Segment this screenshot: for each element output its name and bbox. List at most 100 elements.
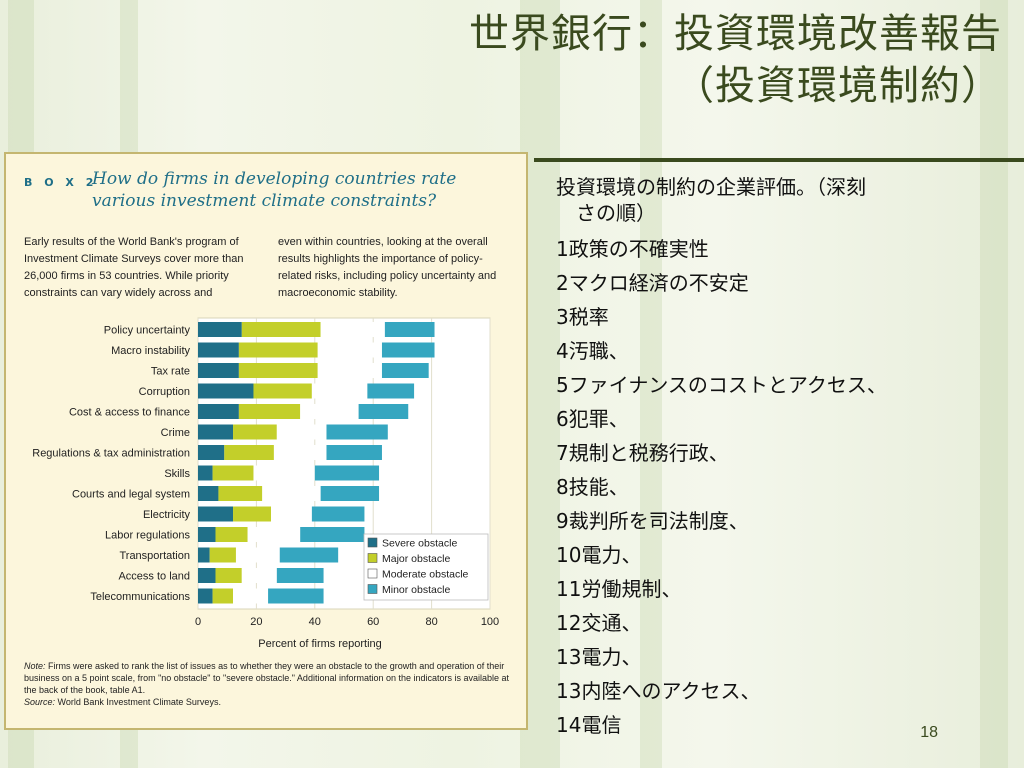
category-label: Transportation [119, 550, 190, 562]
bullet-item: 1政策の不確実性 [556, 237, 709, 261]
legend-swatch [367, 537, 378, 548]
bar-segment [381, 342, 435, 358]
bullet-item: 8技能、 [556, 475, 629, 499]
box-title: How do firms in developing countries rat… [92, 169, 457, 211]
bar-segment [198, 588, 213, 604]
bar-segment [198, 527, 216, 542]
bar-segment [215, 527, 248, 542]
legend-label: Minor obstacle [382, 584, 450, 596]
legend-swatch [367, 568, 378, 579]
bamboo-decoration [980, 0, 1008, 768]
bullet-lead-line1: 投資環境の制約の企業評価。（深刻 [556, 175, 866, 199]
bar-segment [233, 588, 269, 604]
bar-segment [300, 527, 365, 542]
stacked-bar-chart: Policy uncertainty Macro instability Tax r… [32, 317, 499, 650]
bar-segment [198, 465, 213, 481]
bullet-item: 10電力、 [556, 543, 642, 567]
bar-segment [238, 342, 318, 358]
bar-segment [224, 445, 274, 460]
x-tick-label: 100 [481, 616, 499, 628]
bar-segment [367, 383, 415, 399]
bar-segment [198, 568, 216, 583]
category-label: Macro instability [111, 345, 190, 357]
legend-box [363, 533, 489, 601]
bullet-item: 2マクロ経済の不安定 [556, 271, 749, 295]
bar-segment [311, 383, 368, 399]
bar-segment [218, 486, 263, 501]
bar-segment [314, 465, 380, 481]
bar-segment [381, 363, 429, 378]
bar-segment [212, 588, 234, 604]
x-tick-label: 40 [309, 616, 321, 628]
category-label: Regulations & tax administration [32, 448, 190, 460]
bar-segment [317, 342, 382, 358]
category-label: Labor regulations [105, 530, 191, 542]
bar-segment [273, 445, 327, 460]
bar-segment [253, 383, 312, 399]
bullet-list: 投資環境の制約の企業評価。（深刻 さの順） 1政策の不確実性 2マクロ経済の不安定… [556, 174, 996, 742]
bullet-item: 9裁判所を司法制度、 [556, 509, 749, 533]
note-text: Firms were asked to rank the list of iss… [24, 661, 510, 695]
category-label: Cost & access to finance [69, 407, 190, 419]
bar-segment [198, 383, 254, 399]
intro-text-column-2: even within countries, looking at the ov… [278, 236, 497, 299]
bar-segment [326, 445, 382, 460]
bar-segment [358, 404, 409, 419]
x-tick-label: 80 [425, 616, 437, 628]
x-tick-label: 20 [250, 616, 262, 628]
bar-segment [279, 547, 339, 563]
bar-segment [233, 506, 271, 522]
chart-note: Note: Firms were asked to rank the list … [24, 660, 520, 708]
bar-segment [198, 342, 239, 358]
bullet-item: 13内陸へのアクセス、 [556, 679, 761, 703]
bullet-lead-line2: さの順） [576, 201, 656, 225]
category-label: Courts and legal system [72, 489, 190, 501]
bar-segment [198, 363, 239, 378]
bullet-item: 3税率 [556, 305, 609, 329]
bar-segment [271, 506, 312, 522]
x-tick-label: 60 [367, 616, 379, 628]
slide-title: 世界銀行：投資環境改善報告 （投資環境制約） [242, 8, 1002, 112]
bar-segment [317, 363, 382, 378]
bar-segment [320, 322, 385, 337]
legend-swatch [367, 584, 378, 594]
bar-segment [198, 404, 239, 419]
category-label: Access to land [118, 571, 190, 583]
bar-segment [241, 568, 277, 583]
category-label: Tax rate [151, 366, 190, 378]
bar-segment [209, 547, 236, 563]
bar-segment [262, 486, 321, 501]
bar-segment [276, 568, 324, 583]
legend-swatch [367, 553, 378, 563]
bar-segment [233, 424, 277, 440]
bullet-item: 14電信 [556, 713, 622, 737]
box-label: B O X 2 [24, 176, 98, 189]
bullet-item: 11労働規制、 [556, 577, 682, 601]
bar-segment [253, 465, 315, 481]
bar-segment [215, 568, 242, 583]
bullet-items: 1政策の不確実性 2マクロ経済の不安定 3税率 4汚職、 5ファイナンスのコストとアクセ… [556, 232, 996, 742]
bullet-item: 5ファイナンスのコストとアクセス、 [556, 373, 887, 397]
slide-title-line2: （投資環境制約） [674, 63, 1002, 109]
legend-label: Moderate obstacle [382, 569, 469, 581]
bar-segment [238, 363, 318, 378]
bar-segment [198, 322, 242, 337]
bullet-item: 12交通、 [556, 611, 642, 635]
category-label: Skills [164, 468, 190, 480]
box-figure: B O X 2 How do firms in developing count… [4, 152, 528, 730]
bar-segment [326, 424, 388, 440]
category-label: Telecommunications [90, 591, 190, 603]
bar-segment [300, 404, 359, 419]
bar-segment [311, 506, 365, 522]
bamboo-decoration [640, 0, 662, 768]
bar-segment [198, 445, 225, 460]
bar-segment [320, 486, 380, 501]
source-text: World Bank Investment Climate Surveys. [57, 697, 221, 707]
bullet-lead: 投資環境の制約の企業評価。（深刻 さの順） [556, 174, 996, 226]
category-label: Crime [161, 427, 190, 439]
bullet-item: 13電力、 [556, 645, 642, 669]
bar-segment [238, 404, 301, 419]
intro-text-column-1: Early results of the World Bank's progra… [24, 236, 244, 299]
bar-segment [268, 588, 324, 604]
title-divider [534, 158, 1024, 162]
